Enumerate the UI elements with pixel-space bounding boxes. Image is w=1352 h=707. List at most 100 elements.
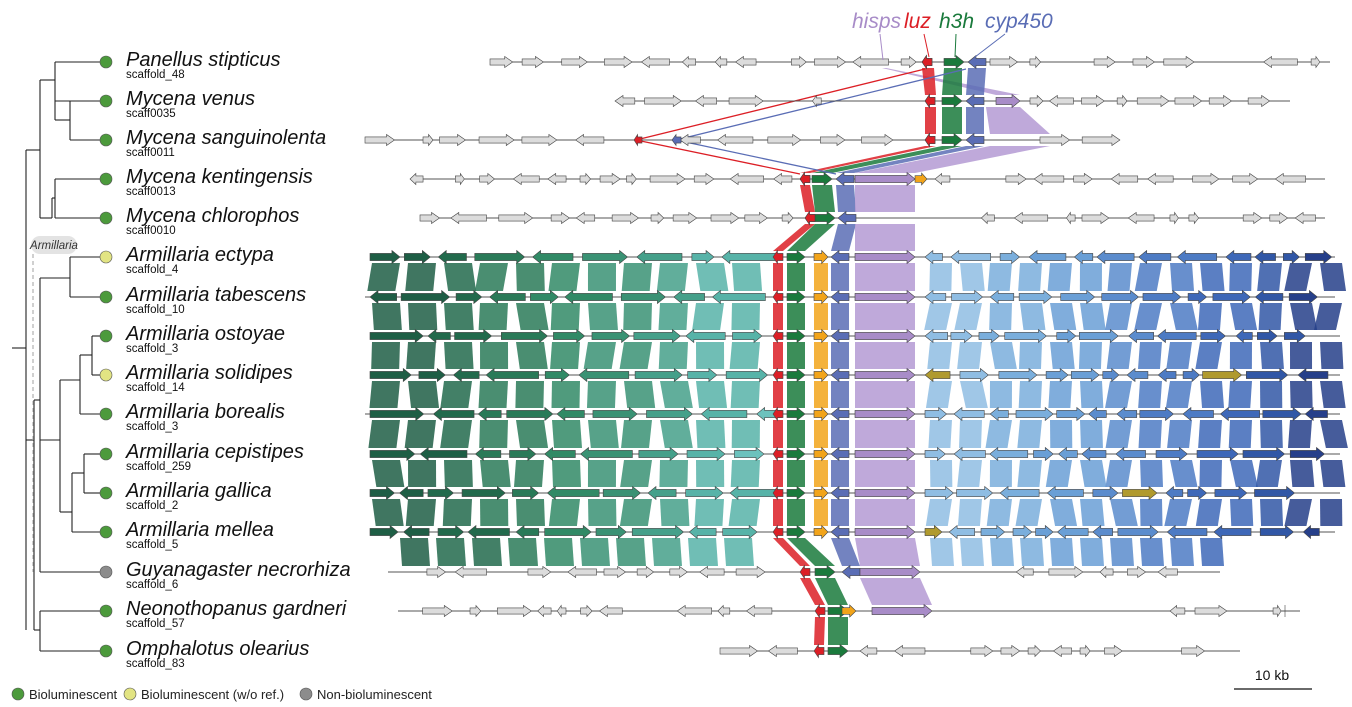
gene-arrow bbox=[786, 485, 806, 501]
gene-arrow bbox=[998, 367, 1038, 383]
gene-arrow bbox=[512, 485, 540, 501]
gene-arrow bbox=[1166, 524, 1208, 540]
synteny-ribbon bbox=[855, 342, 915, 369]
gene-arrow bbox=[614, 94, 636, 108]
synteny-ribbon bbox=[1320, 342, 1344, 369]
gene-arrow bbox=[1169, 604, 1186, 618]
synteny-ribbon bbox=[836, 185, 856, 212]
leaf-marker bbox=[99, 172, 113, 186]
gene-arrow bbox=[644, 94, 682, 108]
gene-arrow bbox=[1259, 524, 1294, 540]
gene-arrow bbox=[578, 367, 630, 383]
gene-arrow bbox=[669, 565, 688, 579]
gene-arrow bbox=[532, 249, 574, 265]
gene-arrow bbox=[1116, 406, 1138, 422]
synteny-ribbon bbox=[728, 499, 760, 526]
gene-arrow bbox=[786, 289, 806, 305]
gene-arrow bbox=[479, 172, 496, 186]
synteny-ribbon bbox=[548, 499, 580, 526]
gene-arrow bbox=[980, 211, 995, 225]
legend-wo-ref-label: Bioluminescent (w/o ref.) bbox=[141, 687, 284, 702]
scaffold-name: scaffold_14 bbox=[126, 382, 185, 394]
synteny-ribbon bbox=[480, 342, 509, 369]
synteny-ribbon bbox=[619, 342, 652, 369]
gene-arrow bbox=[745, 604, 773, 618]
synteny-ribbon bbox=[408, 303, 438, 330]
gene-arrow bbox=[1242, 446, 1286, 462]
gene-arrow bbox=[1157, 328, 1197, 344]
gene-arrow bbox=[556, 406, 585, 422]
synteny-ribbon bbox=[773, 303, 783, 330]
gene-arrow bbox=[786, 446, 806, 462]
synteny-ribbon bbox=[773, 538, 810, 566]
gene-arrow bbox=[772, 289, 784, 305]
synteny-ribbon bbox=[929, 263, 952, 291]
gene-arrow bbox=[626, 172, 637, 186]
synteny-ribbon bbox=[1284, 263, 1312, 291]
species-name: Mycena sanguinolenta bbox=[126, 127, 326, 149]
synteny-ribbon bbox=[1320, 460, 1346, 487]
gene-arrow bbox=[1096, 249, 1135, 265]
gene-arrow bbox=[575, 133, 605, 147]
gene-arrow bbox=[1060, 289, 1096, 305]
gene-arrow bbox=[454, 328, 493, 344]
gene-arrow bbox=[791, 55, 807, 69]
synteny-ribbon bbox=[404, 420, 436, 448]
gene-arrow bbox=[498, 211, 534, 225]
synteny-ribbon bbox=[831, 499, 849, 526]
gene-arrow bbox=[1208, 94, 1233, 108]
synteny-ribbon bbox=[942, 68, 962, 95]
scaffold-name: scaffold_3 bbox=[126, 343, 178, 355]
synteny-ribbon bbox=[436, 538, 466, 566]
gene-arrow bbox=[799, 564, 811, 580]
gene-arrow bbox=[967, 54, 987, 70]
gene-arrow bbox=[773, 172, 793, 186]
gene-arrow bbox=[734, 446, 765, 462]
gene-arrow bbox=[924, 93, 936, 109]
leaf-marker bbox=[99, 211, 113, 225]
synteny-ribbon bbox=[814, 342, 828, 369]
gene-arrow bbox=[804, 210, 816, 226]
gene-arrow bbox=[1245, 367, 1289, 383]
gene-arrow bbox=[1039, 133, 1071, 147]
gene-arrow bbox=[924, 485, 954, 501]
synteny-ribbon bbox=[583, 342, 616, 369]
gene-arrow bbox=[1136, 94, 1170, 108]
gene-arrow bbox=[786, 367, 806, 383]
luz-label: luz bbox=[904, 10, 931, 33]
gene-arrow bbox=[894, 644, 926, 658]
gene-arrow bbox=[813, 289, 829, 305]
species-name: Mycena venus bbox=[126, 88, 255, 110]
gene-arrow bbox=[369, 524, 399, 540]
synteny-ribbon bbox=[815, 578, 848, 605]
gene-arrow bbox=[673, 289, 705, 305]
gene-arrow bbox=[553, 328, 586, 344]
gene-arrow bbox=[599, 172, 621, 186]
gene-arrow bbox=[1110, 172, 1139, 186]
gene-arrow bbox=[854, 524, 916, 540]
synteny-ribbon bbox=[552, 420, 583, 448]
gene-arrow bbox=[786, 328, 806, 344]
gene-arrow bbox=[404, 249, 431, 265]
synteny-ribbon bbox=[925, 499, 952, 526]
gene-arrow bbox=[550, 211, 571, 225]
gene-arrow bbox=[1194, 604, 1228, 618]
synteny-ribbon bbox=[1105, 303, 1132, 330]
gene-arrow bbox=[854, 249, 916, 265]
synteny-ribbon bbox=[966, 68, 986, 95]
gene-arrow bbox=[717, 604, 731, 618]
synteny-ribbon bbox=[588, 303, 618, 330]
leaf-marker bbox=[99, 94, 113, 108]
synteny-ribbon bbox=[586, 381, 616, 408]
gene-arrow bbox=[501, 328, 548, 344]
synteny-ribbon bbox=[1170, 263, 1195, 291]
gene-arrow bbox=[546, 485, 600, 501]
gene-arrow bbox=[948, 524, 975, 540]
gene-arrow bbox=[859, 644, 878, 658]
gene-arrow bbox=[419, 446, 468, 462]
synteny-ribbon bbox=[855, 224, 915, 251]
gene-arrow bbox=[474, 249, 526, 265]
gene-arrow bbox=[1219, 406, 1260, 422]
gene-arrow bbox=[830, 289, 850, 305]
